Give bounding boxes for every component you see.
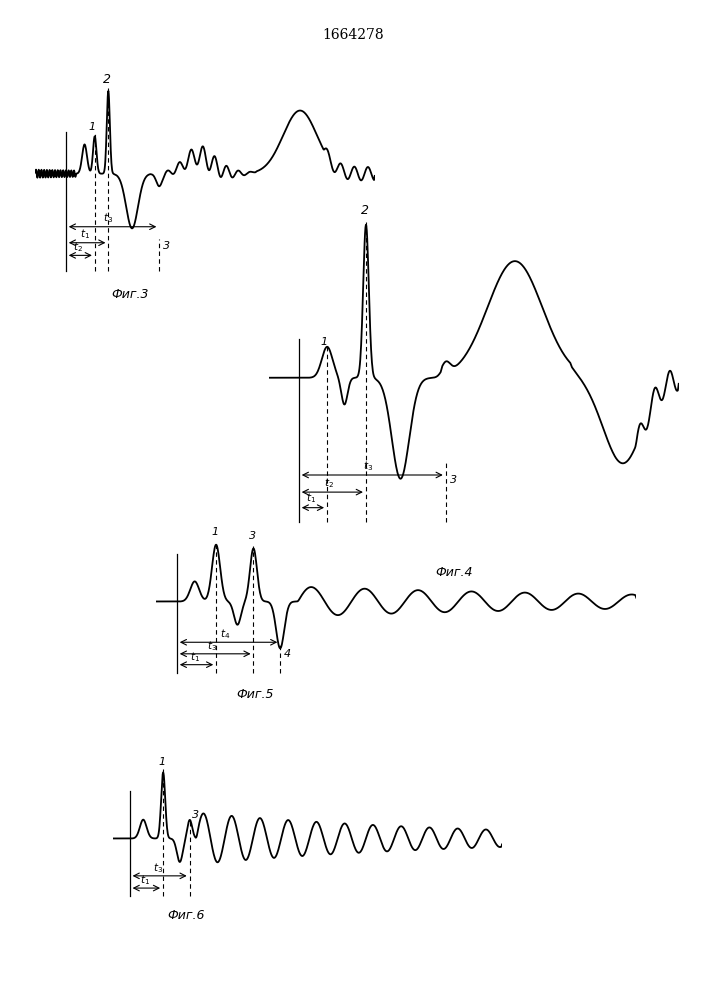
Text: $t_1$: $t_1$ — [79, 228, 90, 241]
Text: $t_4$: $t_4$ — [220, 628, 230, 641]
Text: $t_2$: $t_2$ — [324, 476, 334, 490]
Text: $t_1$: $t_1$ — [189, 650, 200, 664]
Text: 4: 4 — [284, 649, 291, 659]
Text: $t_3$: $t_3$ — [103, 212, 113, 225]
Text: $t_2$: $t_2$ — [73, 240, 83, 254]
Text: 3: 3 — [192, 810, 199, 820]
Text: $t_1$: $t_1$ — [140, 873, 150, 887]
Text: 3: 3 — [163, 241, 170, 251]
Text: $t_1$: $t_1$ — [306, 491, 316, 505]
Text: 1: 1 — [158, 757, 165, 767]
Text: 2: 2 — [361, 204, 368, 217]
Text: 3: 3 — [249, 531, 256, 541]
Text: 1: 1 — [212, 527, 219, 537]
Text: 1664278: 1664278 — [322, 28, 385, 42]
Text: $t_3$: $t_3$ — [363, 459, 373, 473]
Text: 2: 2 — [103, 73, 111, 86]
Text: 1: 1 — [89, 122, 96, 132]
Text: Фиг.3: Фиг.3 — [112, 288, 149, 301]
Text: $t_3$: $t_3$ — [207, 639, 218, 653]
Text: 1: 1 — [320, 337, 327, 347]
Text: Фиг.5: Фиг.5 — [237, 688, 274, 701]
Text: $t_3$: $t_3$ — [153, 861, 163, 875]
Text: Фиг.6: Фиг.6 — [168, 909, 205, 922]
Text: Фиг.4: Фиг.4 — [436, 566, 473, 579]
Text: 3: 3 — [450, 475, 457, 485]
